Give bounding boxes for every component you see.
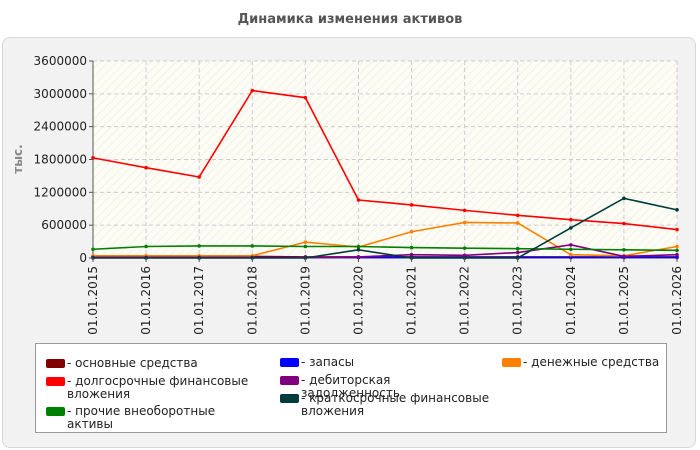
data-point bbox=[356, 255, 361, 259]
legend-swatch bbox=[280, 376, 299, 385]
data-point bbox=[622, 247, 626, 252]
data-point bbox=[675, 255, 679, 260]
legend-swatch bbox=[46, 377, 65, 386]
y-tick-label: 1800000 bbox=[34, 153, 87, 167]
data-point bbox=[675, 244, 679, 249]
x-tick-label: 01.01.2019 bbox=[298, 266, 312, 335]
data-point bbox=[569, 217, 573, 222]
legend-label: - долгосрочные финансовые вложения bbox=[67, 374, 249, 401]
data-point bbox=[250, 244, 255, 248]
data-point bbox=[462, 246, 467, 250]
data-point bbox=[569, 252, 573, 257]
series-line bbox=[92, 89, 678, 231]
data-point bbox=[462, 208, 467, 213]
series-5 bbox=[91, 244, 679, 253]
data-point bbox=[462, 253, 467, 258]
legend-swatch bbox=[46, 407, 65, 416]
y-tick-label: 0 bbox=[79, 251, 87, 265]
data-point bbox=[569, 243, 573, 247]
chart-title: Динамика изменения активов bbox=[237, 12, 463, 27]
data-point bbox=[675, 227, 679, 232]
legend-swatch bbox=[280, 358, 299, 367]
legend-label: - краткосрочные финансовые вложения bbox=[301, 391, 490, 418]
data-point bbox=[197, 244, 201, 248]
data-point bbox=[462, 220, 467, 225]
x-tick-label: 01.01.2023 bbox=[511, 266, 525, 335]
data-point bbox=[569, 255, 573, 260]
x-tick-label: 01.01.2018 bbox=[245, 266, 259, 335]
data-point bbox=[303, 244, 308, 249]
legend-label: - денежные средства bbox=[523, 355, 660, 369]
data-point bbox=[515, 246, 520, 251]
y-tick-label: 2400000 bbox=[34, 120, 87, 134]
data-point bbox=[622, 221, 626, 226]
data-point bbox=[409, 252, 414, 257]
data-point bbox=[622, 196, 626, 201]
x-tick-label: 01.01.2017 bbox=[192, 266, 206, 335]
data-point bbox=[409, 229, 414, 234]
y-tick-label: 600000 bbox=[41, 218, 87, 232]
data-point bbox=[569, 247, 573, 252]
legend-label: - прочие внеоборотные активы bbox=[67, 404, 216, 431]
y-axis-label: тыс. bbox=[11, 144, 25, 173]
legend: - основные средства - запасы - денежные ср… bbox=[35, 343, 667, 433]
data-point bbox=[144, 165, 148, 170]
legend-swatch bbox=[502, 358, 521, 367]
x-tick-label: 01.01.2015 bbox=[86, 266, 100, 335]
legend-swatch bbox=[46, 359, 65, 368]
legend-label: - дебиторская задолженность bbox=[301, 373, 400, 400]
x-tick-label: 01.01.2025 bbox=[617, 266, 631, 335]
data-point bbox=[675, 248, 679, 253]
data-point bbox=[197, 175, 201, 179]
x-tick-label: 01.01.2026 bbox=[670, 266, 684, 335]
x-tick-label: 01.01.2021 bbox=[405, 266, 419, 335]
series-line bbox=[93, 221, 678, 257]
x-tick-label: 01.01.2016 bbox=[139, 266, 153, 335]
data-point bbox=[250, 88, 255, 93]
data-point bbox=[515, 250, 520, 255]
data-point bbox=[569, 226, 573, 230]
series-line bbox=[93, 197, 678, 259]
data-point bbox=[515, 221, 520, 225]
x-tick-label: 01.01.2020 bbox=[351, 266, 365, 335]
data-point bbox=[356, 244, 361, 249]
legend-label: - основные средства bbox=[67, 356, 198, 370]
data-point bbox=[356, 198, 361, 202]
data-point bbox=[515, 213, 520, 218]
data-point bbox=[675, 208, 679, 212]
data-point bbox=[622, 254, 626, 259]
series-2 bbox=[91, 220, 679, 258]
legend-swatch bbox=[280, 394, 299, 403]
data-point bbox=[409, 245, 414, 250]
data-point bbox=[409, 203, 414, 207]
y-tick-label: 3000000 bbox=[34, 87, 87, 101]
data-point bbox=[303, 95, 308, 100]
x-tick-label: 01.01.2022 bbox=[458, 266, 472, 335]
x-tick-label: 01.01.2024 bbox=[564, 266, 578, 335]
data-point bbox=[91, 156, 95, 160]
series-line bbox=[92, 245, 678, 252]
data-point bbox=[91, 247, 95, 252]
data-point bbox=[675, 252, 679, 257]
series-3 bbox=[91, 88, 679, 232]
y-tick-label: 1200000 bbox=[34, 185, 87, 199]
data-point bbox=[144, 244, 148, 249]
legend-label: - запасы bbox=[301, 355, 355, 369]
data-point bbox=[356, 247, 361, 252]
data-point bbox=[303, 240, 308, 244]
y-tick-label: 3600000 bbox=[34, 54, 87, 68]
